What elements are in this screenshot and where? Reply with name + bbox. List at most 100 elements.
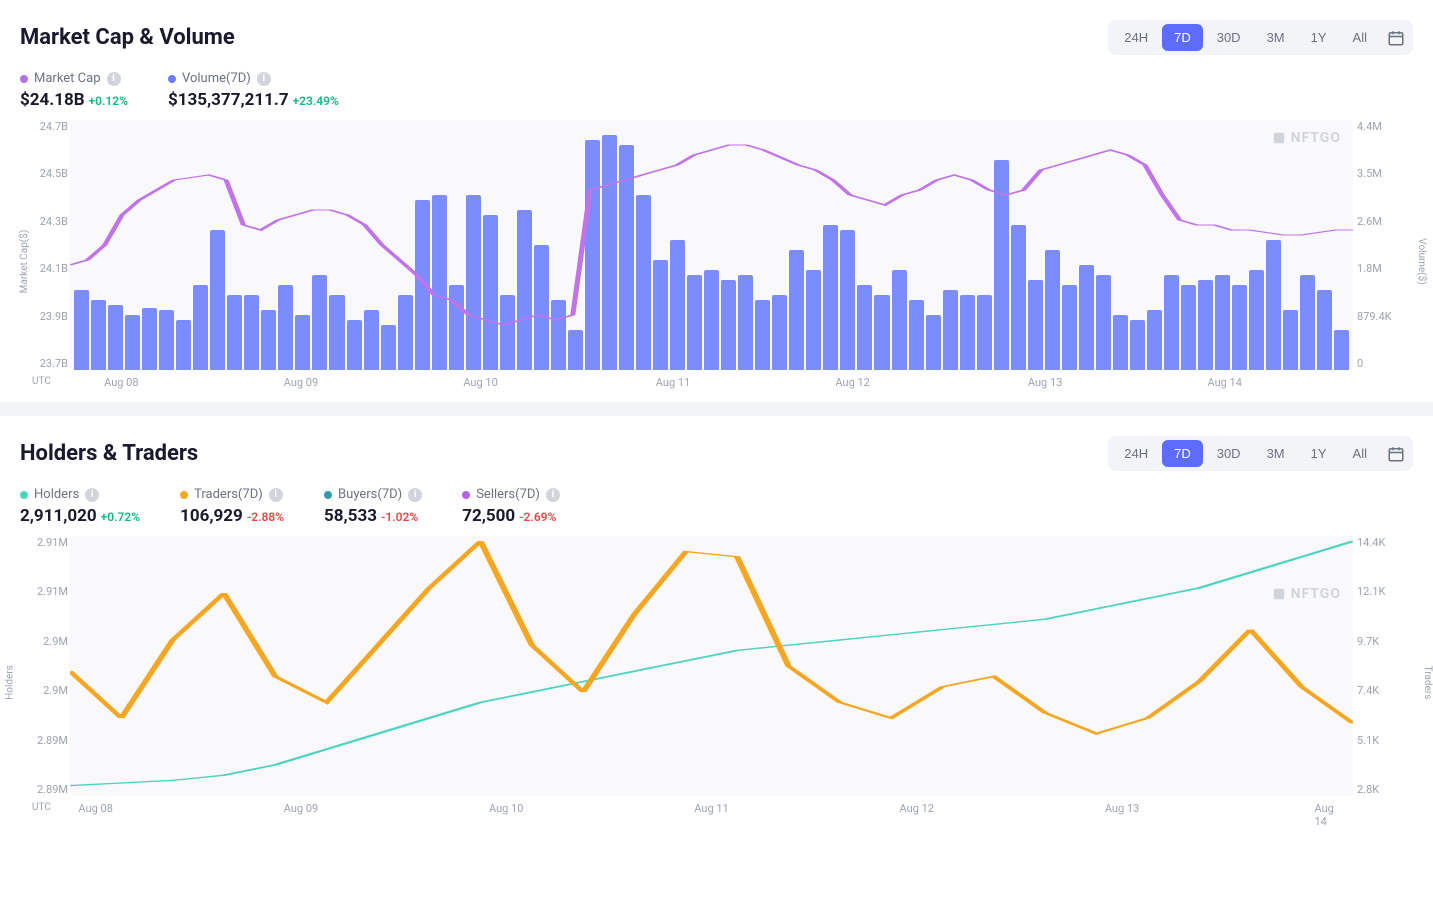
x-tick: Aug 10 bbox=[489, 802, 523, 815]
range-1y[interactable]: 1Y bbox=[1299, 24, 1339, 51]
x-tick: Aug 09 bbox=[284, 376, 318, 389]
legend-value: 58,533 bbox=[324, 506, 377, 526]
volume-bar bbox=[874, 295, 889, 370]
range-7d[interactable]: 7D bbox=[1162, 440, 1203, 467]
volume-bar bbox=[193, 285, 208, 370]
range-30d[interactable]: 30D bbox=[1205, 440, 1253, 467]
tick: 2.8K bbox=[1357, 783, 1407, 796]
volume-bar bbox=[1283, 310, 1298, 370]
volume-bar bbox=[977, 295, 992, 370]
legend-value: 106,929 bbox=[180, 506, 243, 526]
legend-pct: +0.72% bbox=[101, 510, 140, 524]
legend-pct: -2.69% bbox=[519, 510, 556, 524]
time-range-selector-1: 24H7D30D3M1YAll bbox=[1108, 20, 1413, 55]
plot-area: 24.7B24.5B24.3B24.1B23.9B23.7B 4.4M3.5M2… bbox=[70, 120, 1353, 370]
info-icon[interactable]: i bbox=[85, 488, 99, 502]
x-tick: Aug 13 bbox=[1028, 376, 1062, 389]
volume-bar bbox=[687, 275, 702, 370]
legend-dot bbox=[20, 491, 28, 499]
volume-bar bbox=[1300, 275, 1315, 370]
volume-bar bbox=[295, 315, 310, 370]
y-right-ticks: 14.4K12.1K9.7K7.4K5.1K2.8K bbox=[1357, 536, 1407, 796]
x-tick: Aug 11 bbox=[656, 376, 690, 389]
volume-bar bbox=[943, 290, 958, 370]
volume-bar bbox=[278, 285, 293, 370]
info-icon[interactable]: i bbox=[257, 72, 271, 86]
volume-bar bbox=[312, 275, 327, 370]
y-right-label: Traders bbox=[1422, 666, 1433, 700]
legend-pct: +23.49% bbox=[293, 94, 339, 108]
volume-bar bbox=[1147, 310, 1162, 370]
volume-bar bbox=[1198, 280, 1213, 370]
volume-bar bbox=[1334, 330, 1349, 370]
info-icon[interactable]: i bbox=[107, 72, 121, 86]
volume-bar bbox=[653, 260, 668, 370]
range-1y[interactable]: 1Y bbox=[1299, 440, 1339, 467]
info-icon[interactable]: i bbox=[546, 488, 560, 502]
range-24h[interactable]: 24H bbox=[1112, 440, 1160, 467]
volume-bar bbox=[926, 315, 941, 370]
legend-label: Market Cap bbox=[34, 71, 101, 86]
tick: 14.4K bbox=[1357, 536, 1407, 549]
legend-label: Buyers(7D) bbox=[338, 487, 402, 502]
legend-dot bbox=[20, 75, 28, 83]
tick: 24.5B bbox=[24, 167, 68, 180]
volume-bar bbox=[500, 295, 515, 370]
section-title: Market Cap & Volume bbox=[20, 25, 235, 50]
volume-bar bbox=[636, 195, 651, 370]
volume-bar bbox=[261, 310, 276, 370]
volume-bar bbox=[347, 320, 362, 370]
info-icon[interactable]: i bbox=[408, 488, 422, 502]
tick: 24.1B bbox=[24, 262, 68, 275]
volume-bar bbox=[1113, 315, 1128, 370]
volume-bar bbox=[619, 145, 634, 370]
volume-bar bbox=[176, 320, 191, 370]
range-3m[interactable]: 3M bbox=[1255, 440, 1297, 467]
legend-item: Holders i 2,911,020 +0.72% bbox=[20, 487, 140, 526]
calendar-icon[interactable] bbox=[1387, 29, 1405, 47]
range-30d[interactable]: 30D bbox=[1205, 24, 1253, 51]
tick: 0 bbox=[1357, 357, 1407, 370]
volume-bar bbox=[857, 285, 872, 370]
tick: 2.91M bbox=[24, 536, 68, 549]
x-tick: Aug 12 bbox=[900, 802, 934, 815]
volume-bar bbox=[960, 295, 975, 370]
calendar-icon[interactable] bbox=[1387, 445, 1405, 463]
legend-value: 2,911,020 bbox=[20, 506, 97, 526]
range-24h[interactable]: 24H bbox=[1112, 24, 1160, 51]
y-right-ticks: 4.4M3.5M2.6M1.8M879.4K0 bbox=[1357, 120, 1407, 370]
x-axis: UTCAug 08Aug 09Aug 10Aug 11Aug 12Aug 13A… bbox=[70, 802, 1353, 818]
volume-bar bbox=[108, 305, 123, 370]
range-3m[interactable]: 3M bbox=[1255, 24, 1297, 51]
volume-bar bbox=[1045, 250, 1060, 370]
legend-dot bbox=[180, 491, 188, 499]
volume-bar bbox=[244, 295, 259, 370]
range-7d[interactable]: 7D bbox=[1162, 24, 1203, 51]
range-all[interactable]: All bbox=[1341, 24, 1379, 51]
divider bbox=[0, 402, 1433, 416]
volume-bar bbox=[1164, 275, 1179, 370]
holders-section: Holders & Traders 24H7D30D3M1YAll Holder… bbox=[0, 416, 1433, 828]
plot-area: 2.91M2.91M2.9M2.9M2.89M2.89M 14.4K12.1K9… bbox=[70, 536, 1353, 796]
legend-value: $24.18B bbox=[20, 90, 85, 110]
x-tick: Aug 13 bbox=[1105, 802, 1139, 815]
volume-bar bbox=[1215, 275, 1230, 370]
volume-bar bbox=[1181, 285, 1196, 370]
volume-bar bbox=[892, 270, 907, 370]
volume-bar bbox=[125, 315, 140, 370]
y-left-ticks: 2.91M2.91M2.9M2.9M2.89M2.89M bbox=[24, 536, 68, 796]
y-right-label: Volume($) bbox=[1416, 238, 1427, 284]
volume-bar bbox=[1130, 320, 1145, 370]
range-all[interactable]: All bbox=[1341, 440, 1379, 467]
legend-label: Holders bbox=[34, 487, 79, 502]
info-icon[interactable]: i bbox=[269, 488, 283, 502]
legend-dot bbox=[324, 491, 332, 499]
tick: 23.9B bbox=[24, 310, 68, 323]
volume-bar bbox=[1096, 275, 1111, 370]
volume-bar bbox=[755, 300, 770, 370]
volume-bar bbox=[994, 160, 1009, 370]
buyer-seller-bars bbox=[70, 536, 1353, 796]
y-left-ticks: 24.7B24.5B24.3B24.1B23.9B23.7B bbox=[24, 120, 68, 370]
volume-bar bbox=[398, 295, 413, 370]
volume-bar bbox=[534, 245, 549, 370]
